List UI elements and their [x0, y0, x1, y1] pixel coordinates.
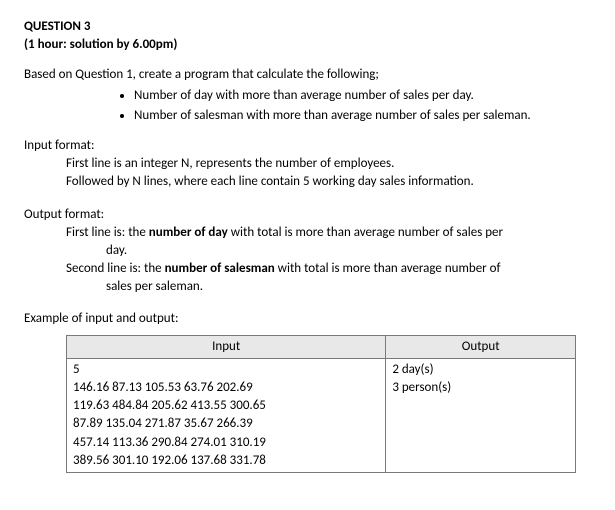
input-line: 5 [73, 361, 379, 379]
text-fragment: Second line is: the [66, 261, 165, 276]
output-format-line: Second line is: the number of salesman w… [24, 260, 591, 278]
table-row: 5 146.16 87.13 105.53 63.76 202.69 119.6… [67, 358, 576, 472]
table-header-output: Output [386, 335, 576, 358]
input-line: 389.56 301.10 192.06 137.68 331.78 [73, 452, 379, 470]
bold-text: number of salesman [165, 261, 275, 276]
output-format-label: Output format: [24, 206, 591, 224]
list-item: Number of salesman with more than averag… [134, 107, 591, 125]
output-line: 2 day(s) [392, 361, 569, 379]
bullet-list: Number of day with more than average num… [24, 87, 591, 125]
output-line: 3 person(s) [392, 379, 569, 397]
output-cell: 2 day(s) 3 person(s) [386, 358, 576, 472]
input-format-line: First line is an integer N, represents t… [24, 155, 591, 173]
input-line: 87.89 135.04 271.87 35.67 266.39 [73, 415, 379, 433]
intro-text: Based on Question 1, create a program th… [24, 66, 591, 84]
input-cell: 5 146.16 87.13 105.53 63.76 202.69 119.6… [67, 358, 386, 472]
bold-text: number of day [149, 225, 228, 240]
text-fragment: First line is: the [66, 225, 149, 240]
example-label: Example of input and output: [24, 310, 591, 328]
question-title: QUESTION 3 [24, 18, 591, 36]
table-header-input: Input [67, 335, 386, 358]
text-fragment: with total is more than average number o… [228, 225, 503, 240]
output-format-line-cont: day. [24, 242, 591, 260]
list-item: Number of day with more than average num… [134, 87, 591, 105]
output-format-line: First line is: the number of day with to… [24, 224, 591, 242]
input-line: 457.14 113.36 290.84 274.01 310.19 [73, 434, 379, 452]
text-fragment: with total is more than average number o… [275, 261, 501, 276]
input-line: 146.16 87.13 105.53 63.76 202.69 [73, 379, 379, 397]
input-format-line: Followed by N lines, where each line con… [24, 173, 591, 191]
io-table: Input Output 5 146.16 87.13 105.53 63.76… [66, 335, 576, 473]
input-format-label: Input format: [24, 137, 591, 155]
output-format-line-cont: sales per saleman. [24, 278, 591, 296]
question-subtitle: (1 hour: solution by 6.00pm) [24, 36, 591, 54]
input-line: 119.63 484.84 205.62 413.55 300.65 [73, 397, 379, 415]
